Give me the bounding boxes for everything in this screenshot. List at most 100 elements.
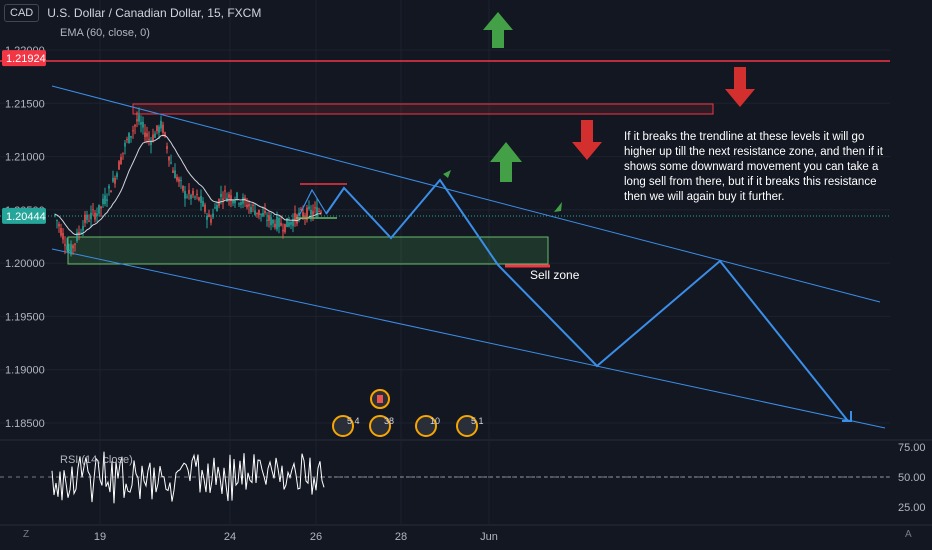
candle-body [314, 207, 316, 209]
candle-body [148, 138, 150, 140]
timezone-button[interactable]: Z [23, 529, 30, 540]
candle-body [232, 200, 234, 204]
currency-badge[interactable]: CAD [4, 4, 40, 22]
red-down-arrow-top [725, 67, 755, 107]
candle-body [102, 198, 104, 205]
candle-body [192, 190, 194, 196]
ema-legend[interactable]: EMA (60, close, 0) [60, 27, 150, 39]
candle-body [268, 215, 270, 221]
candle-body [104, 195, 106, 204]
time-tick-label: Jun [480, 531, 498, 543]
candle-body [320, 211, 322, 214]
candle-body [182, 185, 184, 191]
price-axis[interactable]: 1.220001.215001.210001.205001.200001.195… [2, 45, 46, 430]
candle-body [70, 244, 72, 255]
support-zone[interactable] [67, 236, 549, 265]
candle-body [196, 193, 198, 196]
candle-body [118, 161, 120, 170]
candle-body [198, 197, 200, 201]
lower-trendline[interactable] [51, 248, 886, 429]
candle-body [134, 125, 136, 127]
time-tick-label: 28 [395, 531, 407, 543]
candle-body [76, 232, 78, 241]
candle-body [150, 140, 152, 145]
event-badge[interactable] [332, 415, 354, 437]
candle-body [230, 195, 232, 202]
economic-events[interactable]: 5 4 38 10 5 1 [332, 389, 484, 437]
candle-body [262, 212, 264, 217]
price-label-bg [2, 50, 46, 67]
candle-body [114, 177, 116, 184]
candle-body [58, 223, 60, 227]
candle-body [282, 229, 284, 232]
candle-body [172, 170, 174, 173]
candle-body [310, 209, 312, 215]
candle-body [280, 222, 282, 226]
candle-body [214, 207, 216, 209]
candle-body [210, 218, 212, 223]
candle-body [258, 209, 260, 216]
event-badge[interactable] [456, 415, 478, 437]
candle-body [270, 217, 272, 226]
candle-body [222, 198, 224, 201]
candle-body [146, 133, 148, 137]
event-badge[interactable] [415, 415, 437, 437]
candle-body [176, 177, 178, 181]
flag-icon [377, 395, 383, 403]
rsi-tick-label: 50.00 [898, 472, 926, 484]
candle-body [266, 219, 268, 221]
candle-body [68, 249, 70, 252]
candle-body [286, 218, 288, 228]
candle-body [184, 191, 186, 199]
chart-header: CAD U.S. Dollar / Canadian Dollar, 15, F… [4, 4, 261, 22]
candle-body [178, 178, 180, 182]
projection-path[interactable] [325, 178, 849, 422]
green-up-arrow-top [483, 12, 513, 48]
candlesticks [54, 107, 322, 257]
auto-scale-button[interactable]: A [905, 529, 912, 540]
candle-body [290, 221, 292, 225]
symbol-title[interactable]: U.S. Dollar / Canadian Dollar, 15, FXCM [47, 6, 262, 20]
time-axis[interactable]: 19 24 26 28 Jun [94, 531, 498, 543]
candle-body [244, 197, 246, 201]
candle-body [92, 209, 94, 211]
candle-body [108, 185, 110, 189]
price-label[interactable]: 1.20444 [6, 211, 46, 223]
rsi-axis[interactable]: 75.00 50.00 25.00 [898, 442, 926, 514]
candle-body [84, 214, 86, 223]
rsi-tick-label: 25.00 [898, 502, 926, 514]
candle-body [246, 204, 248, 208]
candle-body [112, 177, 114, 182]
event-badge-count: 5 1 [471, 416, 484, 426]
resistance-zone[interactable] [132, 103, 714, 115]
candle-body [166, 146, 168, 150]
candle-body [152, 134, 154, 142]
candle-body [126, 139, 128, 141]
price-label-bg [2, 207, 46, 224]
candle-body [316, 207, 318, 217]
event-badge[interactable] [369, 415, 391, 437]
rsi-tick-label: 75.00 [898, 442, 926, 454]
candle-body [202, 200, 204, 207]
candle-body [308, 206, 310, 209]
rsi-legend[interactable]: RSI (14, close) [60, 454, 133, 466]
candle-body [136, 119, 138, 122]
candle-body [164, 132, 166, 137]
time-tick-label: 26 [310, 531, 322, 543]
candle-body [300, 208, 302, 210]
candle-body [154, 133, 156, 138]
candle-body [140, 122, 142, 125]
candle-body [224, 190, 226, 192]
time-tick-label: 19 [94, 531, 106, 543]
candle-body [116, 173, 118, 178]
candle-body [194, 196, 196, 198]
upper-trendline[interactable] [51, 85, 881, 303]
price-label[interactable]: 1.21924 [6, 53, 46, 65]
time-tick-label: 24 [224, 531, 236, 543]
candle-body [220, 193, 222, 197]
event-badge-count: 38 [384, 416, 394, 426]
candle-body [248, 204, 250, 207]
candle-body [254, 210, 256, 215]
candle-body [156, 125, 158, 132]
